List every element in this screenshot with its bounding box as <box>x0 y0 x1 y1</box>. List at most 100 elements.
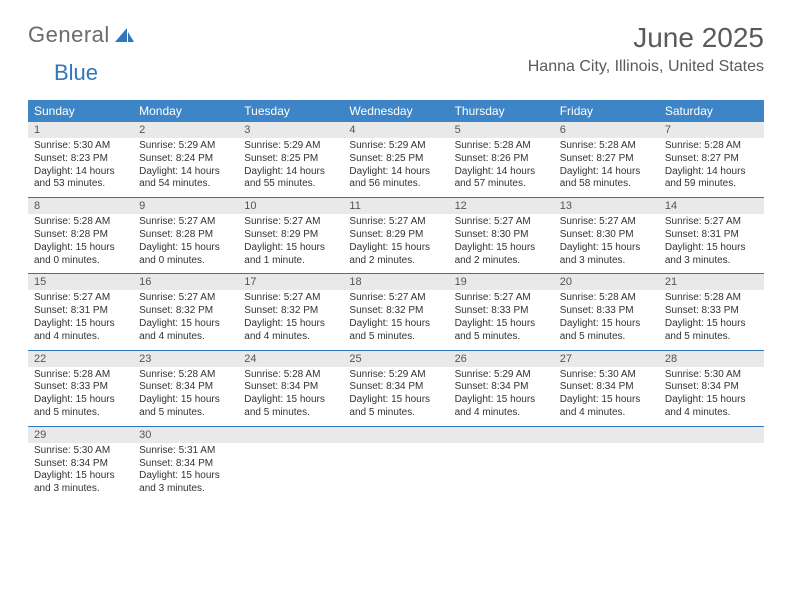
day-body <box>343 443 448 495</box>
day-body: Sunrise: 5:27 AMSunset: 8:30 PMDaylight:… <box>554 214 659 273</box>
day-body: Sunrise: 5:28 AMSunset: 8:26 PMDaylight:… <box>449 138 554 197</box>
day-body: Sunrise: 5:30 AMSunset: 8:34 PMDaylight:… <box>28 443 133 502</box>
daylight-text-2: and 5 minutes. <box>244 407 337 420</box>
day-number: 30 <box>133 427 238 443</box>
page-title: June 2025 <box>528 22 764 54</box>
sunrise-text: Sunrise: 5:30 AM <box>665 369 758 382</box>
daylight-text-2: and 5 minutes. <box>455 331 548 344</box>
sunset-text: Sunset: 8:34 PM <box>139 381 232 394</box>
sunrise-text: Sunrise: 5:27 AM <box>139 216 232 229</box>
calendar-cell: 26Sunrise: 5:29 AMSunset: 8:34 PMDayligh… <box>449 351 554 426</box>
sunrise-text: Sunrise: 5:27 AM <box>349 216 442 229</box>
day-number: 8 <box>28 198 133 214</box>
sunset-text: Sunset: 8:34 PM <box>244 381 337 394</box>
sunrise-text: Sunrise: 5:29 AM <box>349 140 442 153</box>
day-body: Sunrise: 5:27 AMSunset: 8:32 PMDaylight:… <box>133 290 238 349</box>
daylight-text-1: Daylight: 15 hours <box>349 318 442 331</box>
day-body: Sunrise: 5:29 AMSunset: 8:34 PMDaylight:… <box>343 367 448 426</box>
daylight-text-1: Daylight: 15 hours <box>34 470 127 483</box>
day-number: 17 <box>238 274 343 290</box>
calendar-cell-empty <box>554 427 659 502</box>
day-number <box>238 427 343 443</box>
day-number <box>449 427 554 443</box>
sunrise-text: Sunrise: 5:27 AM <box>244 292 337 305</box>
daylight-text-2: and 0 minutes. <box>139 255 232 268</box>
daylight-text-2: and 3 minutes. <box>34 483 127 496</box>
day-number: 29 <box>28 427 133 443</box>
day-number: 14 <box>659 198 764 214</box>
sunset-text: Sunset: 8:30 PM <box>455 229 548 242</box>
dow-sunday: Sunday <box>28 100 133 122</box>
dow-thursday: Thursday <box>449 100 554 122</box>
day-body: Sunrise: 5:27 AMSunset: 8:31 PMDaylight:… <box>659 214 764 273</box>
daylight-text-2: and 59 minutes. <box>665 178 758 191</box>
calendar-page: General June 2025 Hanna City, Illinois, … <box>0 0 792 512</box>
day-number: 6 <box>554 122 659 138</box>
calendar-cell: 23Sunrise: 5:28 AMSunset: 8:34 PMDayligh… <box>133 351 238 426</box>
sunset-text: Sunset: 8:31 PM <box>34 305 127 318</box>
daylight-text-2: and 0 minutes. <box>34 255 127 268</box>
day-number: 9 <box>133 198 238 214</box>
day-number <box>343 427 448 443</box>
daylight-text-2: and 56 minutes. <box>349 178 442 191</box>
daylight-text-1: Daylight: 15 hours <box>349 242 442 255</box>
daylight-text-1: Daylight: 15 hours <box>34 394 127 407</box>
calendar-cell: 3Sunrise: 5:29 AMSunset: 8:25 PMDaylight… <box>238 122 343 197</box>
day-number: 4 <box>343 122 448 138</box>
day-body: Sunrise: 5:28 AMSunset: 8:33 PMDaylight:… <box>554 290 659 349</box>
day-body: Sunrise: 5:30 AMSunset: 8:34 PMDaylight:… <box>554 367 659 426</box>
calendar-cell: 8Sunrise: 5:28 AMSunset: 8:28 PMDaylight… <box>28 198 133 273</box>
sunrise-text: Sunrise: 5:27 AM <box>34 292 127 305</box>
daylight-text-2: and 2 minutes. <box>455 255 548 268</box>
sunrise-text: Sunrise: 5:28 AM <box>139 369 232 382</box>
sunset-text: Sunset: 8:33 PM <box>455 305 548 318</box>
calendar-cell: 10Sunrise: 5:27 AMSunset: 8:29 PMDayligh… <box>238 198 343 273</box>
calendar-cell: 6Sunrise: 5:28 AMSunset: 8:27 PMDaylight… <box>554 122 659 197</box>
brand-part1: General <box>28 22 110 48</box>
day-body: Sunrise: 5:30 AMSunset: 8:23 PMDaylight:… <box>28 138 133 197</box>
daylight-text-2: and 55 minutes. <box>244 178 337 191</box>
day-number: 11 <box>343 198 448 214</box>
sunset-text: Sunset: 8:27 PM <box>665 153 758 166</box>
sunrise-text: Sunrise: 5:27 AM <box>560 216 653 229</box>
daylight-text-1: Daylight: 15 hours <box>34 318 127 331</box>
daylight-text-2: and 5 minutes. <box>560 331 653 344</box>
day-body: Sunrise: 5:28 AMSunset: 8:34 PMDaylight:… <box>133 367 238 426</box>
sunrise-text: Sunrise: 5:29 AM <box>244 140 337 153</box>
sunset-text: Sunset: 8:23 PM <box>34 153 127 166</box>
sunrise-text: Sunrise: 5:27 AM <box>349 292 442 305</box>
daylight-text-2: and 57 minutes. <box>455 178 548 191</box>
calendar-cell: 9Sunrise: 5:27 AMSunset: 8:28 PMDaylight… <box>133 198 238 273</box>
daylight-text-1: Daylight: 15 hours <box>139 470 232 483</box>
brand-part2: Blue <box>54 60 98 85</box>
daylight-text-2: and 3 minutes. <box>139 483 232 496</box>
sunset-text: Sunset: 8:31 PM <box>665 229 758 242</box>
sunset-text: Sunset: 8:25 PM <box>244 153 337 166</box>
daylight-text-2: and 4 minutes. <box>244 331 337 344</box>
daylight-text-2: and 4 minutes. <box>560 407 653 420</box>
calendar-week: 1Sunrise: 5:30 AMSunset: 8:23 PMDaylight… <box>28 122 764 197</box>
calendar-cell: 5Sunrise: 5:28 AMSunset: 8:26 PMDaylight… <box>449 122 554 197</box>
day-body: Sunrise: 5:28 AMSunset: 8:33 PMDaylight:… <box>28 367 133 426</box>
calendar-cell: 30Sunrise: 5:31 AMSunset: 8:34 PMDayligh… <box>133 427 238 502</box>
day-body: Sunrise: 5:27 AMSunset: 8:29 PMDaylight:… <box>343 214 448 273</box>
daylight-text-1: Daylight: 15 hours <box>665 242 758 255</box>
daylight-text-1: Daylight: 14 hours <box>34 166 127 179</box>
day-number: 5 <box>449 122 554 138</box>
calendar-cell: 27Sunrise: 5:30 AMSunset: 8:34 PMDayligh… <box>554 351 659 426</box>
sunrise-text: Sunrise: 5:29 AM <box>139 140 232 153</box>
daylight-text-2: and 5 minutes. <box>349 331 442 344</box>
daylight-text-2: and 5 minutes. <box>665 331 758 344</box>
day-body: Sunrise: 5:28 AMSunset: 8:27 PMDaylight:… <box>659 138 764 197</box>
sunset-text: Sunset: 8:26 PM <box>455 153 548 166</box>
daylight-text-1: Daylight: 15 hours <box>139 242 232 255</box>
day-body: Sunrise: 5:29 AMSunset: 8:34 PMDaylight:… <box>449 367 554 426</box>
sunrise-text: Sunrise: 5:28 AM <box>34 369 127 382</box>
day-body: Sunrise: 5:27 AMSunset: 8:31 PMDaylight:… <box>28 290 133 349</box>
calendar-cell-empty <box>343 427 448 502</box>
day-body: Sunrise: 5:29 AMSunset: 8:25 PMDaylight:… <box>343 138 448 197</box>
day-number: 13 <box>554 198 659 214</box>
sunset-text: Sunset: 8:34 PM <box>349 381 442 394</box>
dow-saturday: Saturday <box>659 100 764 122</box>
daylight-text-1: Daylight: 14 hours <box>455 166 548 179</box>
